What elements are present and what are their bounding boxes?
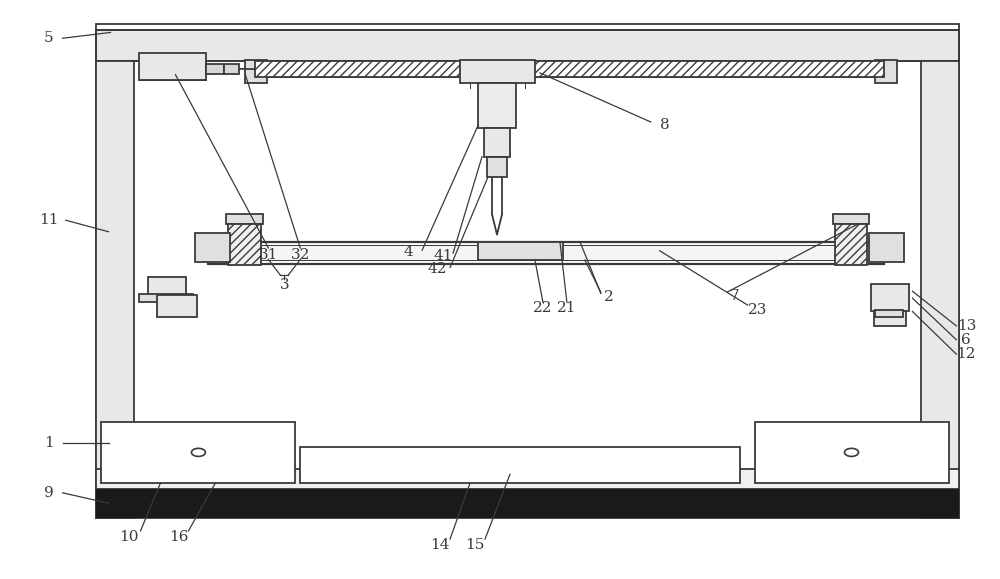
Bar: [487, 157, 507, 177]
Bar: [484, 128, 510, 157]
Bar: [113, 427, 283, 478]
Text: 31: 31: [259, 248, 278, 262]
Text: 1: 1: [44, 435, 54, 449]
Bar: [833, 214, 869, 224]
Bar: [478, 241, 563, 260]
Text: 6: 6: [961, 333, 971, 347]
Bar: [96, 30, 959, 61]
Text: 11: 11: [39, 213, 58, 227]
Bar: [139, 294, 193, 302]
Text: 4: 4: [403, 245, 413, 259]
Bar: [96, 61, 134, 518]
Bar: [195, 233, 230, 262]
Bar: [478, 83, 516, 128]
Text: 41: 41: [433, 249, 453, 263]
Bar: [228, 224, 261, 265]
Text: 5: 5: [44, 31, 53, 45]
Bar: [148, 277, 186, 296]
Text: 10: 10: [119, 530, 138, 544]
Text: 21: 21: [557, 301, 577, 315]
Bar: [245, 60, 267, 83]
Text: 32: 32: [291, 248, 310, 262]
Text: 22: 22: [533, 301, 553, 315]
Bar: [96, 489, 959, 518]
Text: 2: 2: [604, 290, 614, 304]
Bar: [835, 224, 867, 265]
Bar: [755, 422, 949, 483]
Bar: [875, 310, 903, 317]
Bar: [139, 53, 206, 80]
Bar: [921, 61, 959, 518]
Bar: [255, 61, 884, 77]
Bar: [206, 64, 224, 74]
Text: 16: 16: [169, 530, 188, 544]
Bar: [96, 30, 959, 61]
Text: 23: 23: [748, 303, 767, 317]
Bar: [871, 284, 909, 312]
Bar: [226, 214, 263, 224]
Text: 13: 13: [957, 319, 976, 333]
Bar: [101, 422, 295, 483]
Text: 15: 15: [465, 538, 485, 552]
Bar: [875, 60, 897, 83]
Bar: [874, 312, 906, 326]
Bar: [460, 60, 535, 83]
Text: 12: 12: [957, 347, 976, 361]
Bar: [300, 447, 740, 483]
Bar: [224, 64, 239, 74]
Bar: [157, 295, 197, 317]
Text: 8: 8: [660, 118, 670, 132]
Bar: [767, 427, 937, 478]
Text: 14: 14: [430, 538, 450, 552]
Text: 3: 3: [279, 278, 289, 292]
Text: 7: 7: [730, 290, 739, 303]
Bar: [96, 468, 959, 489]
Bar: [96, 24, 959, 518]
Text: 42: 42: [427, 262, 447, 276]
Bar: [869, 233, 904, 262]
Text: 9: 9: [44, 486, 54, 500]
